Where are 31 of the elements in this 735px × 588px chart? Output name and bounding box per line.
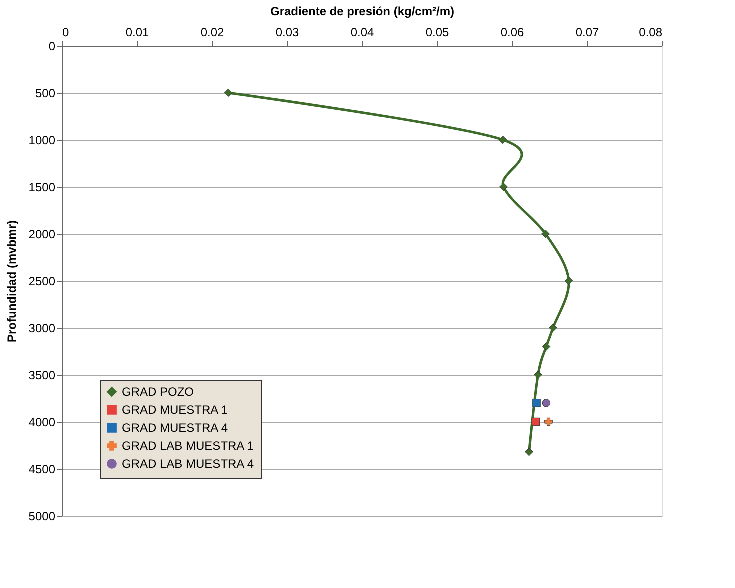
y-tick-label: 500	[35, 86, 56, 100]
y-tick-label: 1000	[28, 134, 56, 148]
x-tick-label: 0.03	[276, 26, 300, 40]
x-tick-label: 0.01	[126, 26, 150, 40]
point	[542, 399, 551, 408]
point	[544, 418, 553, 426]
legend-label: GRAD MUESTRA 1	[122, 403, 228, 417]
y-tick-label: 4500	[28, 462, 56, 476]
y-tick-label: 3000	[28, 322, 56, 336]
point	[532, 399, 541, 408]
x-tick-label: 0.06	[500, 26, 524, 40]
x-tick-label: 0.05	[426, 26, 450, 40]
y-axis-title: Profundidad (mvbmr)	[4, 220, 19, 342]
point	[532, 418, 540, 426]
y-tick-label: 0	[48, 40, 56, 54]
x-tick-label: 0.08	[639, 26, 663, 40]
legend-label: GRAD LAB MUESTRA 1	[122, 439, 254, 453]
y-tick-label: 2000	[28, 228, 56, 242]
x-tick-label: 0.07	[576, 26, 600, 40]
legend-label: GRAD LAB MUESTRA 4	[122, 457, 254, 471]
y-tick-label: 3500	[28, 368, 56, 382]
x-tick-label: 0	[62, 26, 70, 40]
x-axis-title: Gradiente de presión (kg/cm²/m)	[270, 4, 455, 18]
legend-label: GRAD MUESTRA 4	[122, 421, 228, 435]
y-tick-label: 2500	[28, 274, 56, 288]
legend-label: GRAD POZO	[122, 385, 194, 399]
y-tick-label: 1500	[28, 180, 56, 194]
x-tick-label: 0.02	[200, 26, 224, 40]
y-tick-label: 4000	[28, 416, 56, 430]
y-tick-label: 5000	[28, 510, 56, 524]
x-tick-label: 0.04	[350, 26, 374, 40]
